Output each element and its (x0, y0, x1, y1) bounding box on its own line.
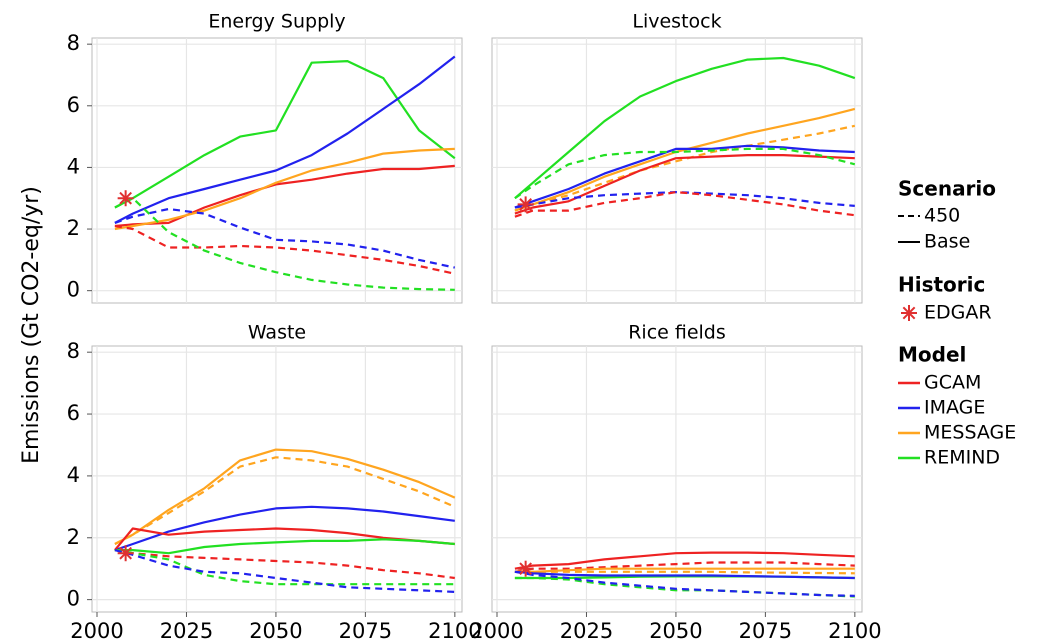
historic-marker (117, 545, 134, 562)
legend-label: 450 (924, 205, 960, 227)
series-line (514, 56, 856, 200)
star-stroke (119, 191, 133, 205)
x-tick-label: 2075 (739, 619, 792, 641)
legend-label: MESSAGE (924, 422, 1016, 444)
series-line (114, 207, 456, 269)
x-tick-label: 2000 (70, 619, 123, 641)
series-line (514, 551, 855, 570)
x-tick-label: 2050 (649, 619, 702, 641)
legend-label: GCAM (924, 372, 981, 394)
y-tick-label: 4 (67, 463, 80, 487)
x-tick-label: 2100 (428, 619, 481, 641)
y-tick-label: 6 (67, 93, 80, 117)
y-tick-label: 0 (67, 587, 80, 611)
series-line (514, 154, 855, 215)
panel-background (491, 37, 863, 304)
legend-label: Base (924, 231, 970, 253)
series-line (514, 561, 855, 573)
historic-marker (117, 190, 134, 207)
series-line (514, 570, 855, 580)
y-tick-label: 4 (67, 154, 80, 178)
star-stroke (519, 198, 533, 211)
x-tick-label: 2100 (828, 619, 881, 641)
star-stroke (902, 306, 916, 320)
star-stroke (119, 546, 133, 560)
series-line (514, 570, 855, 597)
x-tick-label: 2075 (339, 619, 392, 641)
legend-label: REMIND (924, 447, 1000, 469)
series-line (114, 60, 456, 209)
series-line (114, 448, 456, 545)
series-line (514, 191, 855, 218)
y-tick-label: 0 (67, 278, 80, 302)
legend-title: Scenario (898, 177, 996, 201)
series-line (114, 164, 455, 228)
panel-title: Livestock (632, 11, 721, 33)
panel-title: Energy Supply (208, 11, 345, 33)
x-tick-label: 2000 (470, 619, 523, 641)
y-tick-label: 8 (67, 31, 80, 55)
series-line (114, 505, 455, 552)
x-tick-label: 2025 (560, 619, 613, 641)
series-line (514, 124, 856, 212)
series-line (114, 549, 455, 586)
y-tick-label: 2 (67, 525, 80, 549)
series-line (114, 456, 456, 545)
series-line (114, 197, 455, 291)
series-line (514, 147, 856, 200)
series-line (514, 144, 855, 209)
x-tick-label: 2025 (160, 619, 213, 641)
y-tick-label: 8 (67, 339, 80, 363)
panel-title: Rice fields (628, 322, 726, 344)
historic-marker (517, 196, 534, 213)
series-line (114, 55, 456, 224)
historic-marker (901, 305, 917, 321)
series-line (114, 549, 455, 580)
y-tick-label: 2 (67, 216, 80, 240)
series-line (514, 191, 855, 209)
panel-background (91, 345, 463, 613)
legend-label: EDGAR (924, 302, 992, 324)
legend-title: Historic (898, 273, 985, 297)
y-axis-label: Emissions (Gt CO2-eq/yr) (19, 186, 44, 464)
x-tick-label: 2050 (249, 619, 302, 641)
legend-title: Model (898, 343, 966, 367)
star-stroke (519, 562, 533, 576)
y-tick-label: 6 (67, 401, 80, 425)
historic-marker (517, 560, 534, 577)
series-line (114, 538, 455, 555)
series-line (514, 570, 855, 575)
legend-label: IMAGE (924, 397, 985, 419)
panel-title: Waste (248, 322, 306, 344)
